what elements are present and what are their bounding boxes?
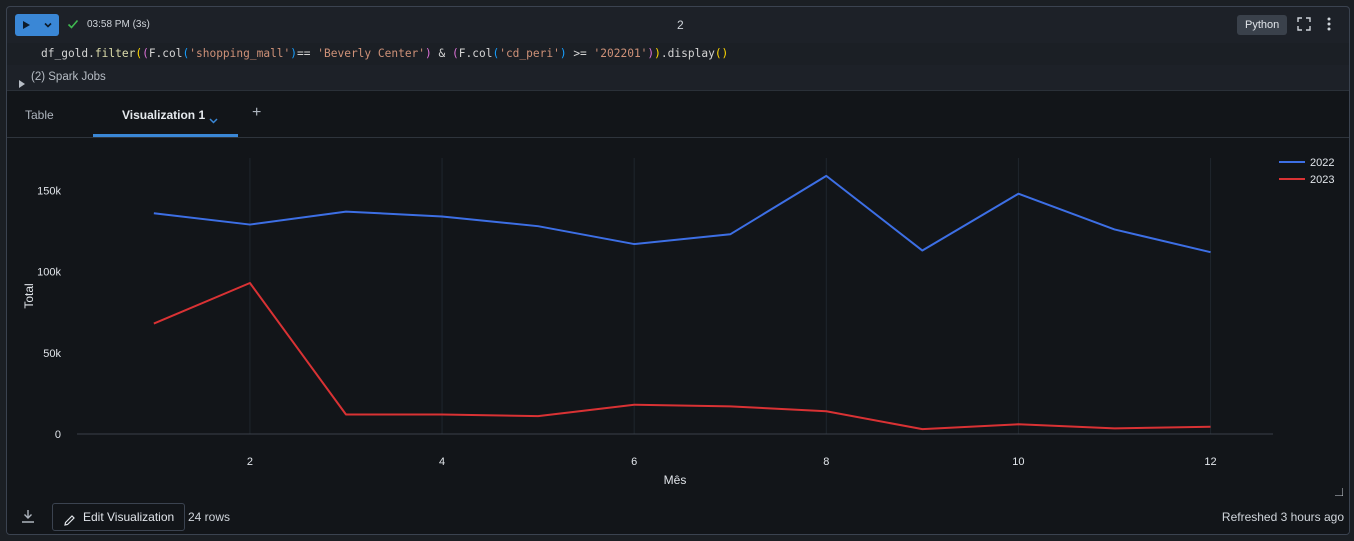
code-token: () (714, 47, 729, 60)
code-token: ( (142, 47, 149, 60)
active-tab-indicator (93, 134, 238, 137)
download-icon[interactable] (21, 509, 35, 528)
y-axis-label: Total (22, 283, 36, 308)
x-tick-label: 6 (631, 456, 637, 468)
chevron-down-icon[interactable] (209, 111, 218, 129)
y-tick-label: 100k (37, 267, 61, 279)
x-tick-label: 10 (1012, 456, 1024, 468)
edit-visualization-button[interactable]: Edit Visualization (52, 503, 186, 531)
x-tick-label: 8 (823, 456, 829, 468)
language-badge[interactable]: Python (1237, 15, 1288, 35)
code-token: ( (492, 47, 500, 60)
code-token: >= (566, 47, 594, 60)
code-token: 'cd_peri' (499, 47, 560, 60)
chevron-down-icon[interactable] (37, 14, 59, 36)
code-token: & (431, 47, 453, 60)
code-token: 'Beverly Center' (317, 47, 426, 60)
code-token: ) (654, 47, 661, 60)
cell-toolbar: 03:58 PM (3s) 2 Python (7, 7, 1349, 43)
notebook-cell: 03:58 PM (3s) 2 Python df_gold.filter((F… (6, 6, 1350, 535)
line-chart: 0 50k 100k 150k 2 4 6 8 10 12 Total Mês 2022 2023 (22, 157, 1334, 487)
fullscreen-icon[interactable] (1297, 17, 1311, 36)
y-tick-label: 0 (55, 429, 61, 441)
refresh-status: Refreshed 3 hours ago (1221, 510, 1344, 524)
tab-visualization-1[interactable]: Visualization 1 (122, 108, 206, 122)
code-token: F.col (458, 47, 493, 60)
x-tick-label: 12 (1204, 456, 1216, 468)
code-editor[interactable]: df_gold.filter((F.col('shopping_mall')==… (7, 43, 1349, 65)
spark-jobs-toggle[interactable]: (2) Spark Jobs (7, 65, 1349, 89)
x-tick-label: 2 (247, 456, 253, 468)
code-token: 'shopping_mall' (189, 47, 291, 60)
code-token: ( (135, 47, 143, 60)
more-options-icon[interactable] (1327, 17, 1331, 36)
spark-jobs-label[interactable]: (2) Spark Jobs (31, 71, 106, 83)
code-token: F.col (148, 47, 183, 60)
x-tick-label: 4 (439, 456, 445, 468)
code-token: filter (94, 47, 136, 60)
row-count: 24 rows (188, 510, 231, 524)
code-token: .display (660, 47, 715, 60)
code-line[interactable]: df_gold.filter((F.col('shopping_mall')==… (41, 43, 728, 65)
y-tick-label: 150k (37, 185, 61, 197)
y-tick-label: 50k (43, 348, 61, 360)
run-cell-button[interactable] (15, 14, 59, 36)
add-tab-button[interactable]: + (252, 104, 262, 121)
series-line-2022 (153, 174, 1211, 254)
expand-triangle-icon[interactable] (19, 73, 25, 97)
code-token: ) (290, 47, 298, 60)
code-token: ( (182, 47, 190, 60)
tab-table[interactable]: Table (25, 108, 54, 122)
legend-label: 2022 (1310, 157, 1334, 169)
code-token: ) (647, 47, 655, 60)
code-token: df_gold. (41, 47, 95, 60)
visualization-panel: Table Visualization 1 + 0 50k 100k 150k 2 4 6 8… (7, 90, 1349, 534)
chart-legend[interactable]: 2022 2023 (1279, 157, 1334, 186)
code-token: == (297, 47, 318, 60)
success-check-icon (67, 17, 79, 35)
cell-number: 2 (677, 18, 684, 32)
legend-label: 2023 (1310, 174, 1334, 186)
pencil-icon[interactable] (63, 510, 76, 534)
result-tabs: Table Visualization 1 + (7, 91, 1349, 138)
code-token: '202201' (593, 47, 648, 60)
x-axis-label: Mês (664, 473, 687, 487)
code-token: ) (425, 47, 432, 60)
visualization-footer: Edit Visualization 24 rows Refreshed 3 h… (7, 501, 1349, 534)
edit-visualization-label[interactable]: Edit Visualization (83, 510, 175, 524)
play-icon[interactable] (15, 14, 37, 36)
code-token: ( (452, 47, 459, 60)
run-timestamp: 03:58 PM (3s) (87, 19, 150, 30)
series-line-2023 (153, 282, 1211, 431)
code-token: ) (559, 47, 567, 60)
plot-area: 0 50k 100k 150k 2 4 6 8 10 12 (37, 158, 1273, 468)
resize-handle[interactable] (1335, 483, 1344, 501)
